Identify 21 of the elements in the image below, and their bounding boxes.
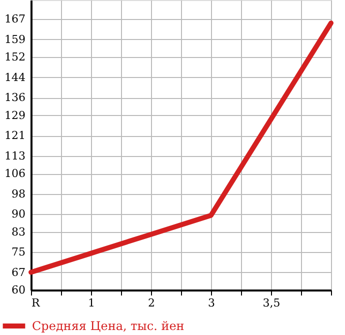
- x-tick-label: 3: [208, 296, 215, 310]
- y-tick-label: 167: [4, 12, 26, 26]
- y-tick-label: 90: [12, 208, 26, 221]
- x-tick-label: R: [32, 296, 40, 310]
- legend-label: Средняя Цена, тыс. йен: [32, 319, 184, 333]
- y-tick-label: 159: [4, 32, 26, 46]
- y-tick-label: 98: [12, 187, 26, 200]
- y-tick-label: 83: [12, 225, 26, 238]
- y-tick-label: 67: [12, 266, 26, 279]
- y-tick-label: 136: [4, 91, 26, 104]
- y-tick-label: 60: [12, 284, 26, 296]
- x-tick-label: 3,5: [262, 296, 280, 310]
- y-tick-label: 129: [4, 108, 26, 122]
- x-tick-label: 2: [148, 296, 155, 310]
- y-tick-label: 144: [4, 70, 26, 84]
- x-tick-label: 1: [88, 296, 95, 310]
- y-tick-label: 75: [12, 246, 26, 259]
- y-tick-label: 121: [4, 129, 26, 142]
- y-tick-label: 106: [4, 167, 26, 180]
- y-tick-label: 152: [4, 50, 26, 64]
- y-tick-label: 113: [4, 149, 26, 162]
